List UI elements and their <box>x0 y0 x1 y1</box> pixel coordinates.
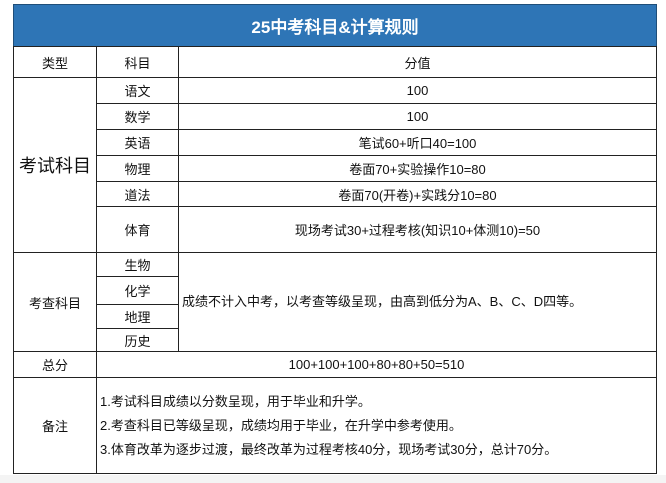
total-label: 总分 <box>13 351 97 378</box>
header-type: 类型 <box>13 46 97 78</box>
table-title: 25中考科目&计算规则 <box>13 4 657 47</box>
exam-type-cell: 考试科目 <box>13 77 97 253</box>
notes-label: 备注 <box>13 377 97 474</box>
exam-score: 卷面70+实验操作10=80 <box>178 155 657 182</box>
exam-score: 笔试60+听口40=100 <box>178 129 657 156</box>
header-subject: 科目 <box>96 46 179 78</box>
notes-cell: 1.考试科目成绩以分数呈现，用于毕业和升学。 2.考查科目已等级呈现，成绩均用于… <box>96 377 657 474</box>
exam-subject: 体育 <box>96 206 179 253</box>
check-subject: 历史 <box>96 328 179 352</box>
check-subject: 地理 <box>96 304 179 329</box>
exam-subject: 道法 <box>96 181 179 207</box>
exam-subject: 物理 <box>96 155 179 182</box>
note-item: 3.体育改革为逐步过渡，最终改革为过程考核40分，现场考试30分，总计70分。 <box>100 441 558 457</box>
exam-subject: 语文 <box>96 77 179 104</box>
header-score: 分值 <box>178 46 657 78</box>
exam-subject: 数学 <box>96 103 179 130</box>
check-score-text: 成绩不计入中考，以考查等级呈现，由高到低分为A、B、C、D四等。 <box>182 294 583 309</box>
exam-subject: 英语 <box>96 129 179 156</box>
check-type-cell: 考查科目 <box>13 252 97 352</box>
note-item: 1.考试科目成绩以分数呈现，用于毕业和升学。 <box>100 393 371 409</box>
check-subject: 化学 <box>96 276 179 305</box>
check-score-cell: 成绩不计入中考，以考查等级呈现，由高到低分为A、B、C、D四等。 <box>178 252 657 352</box>
note-item: 2.考查科目已等级呈现，成绩均用于毕业，在升学中参考使用。 <box>100 417 462 433</box>
exam-score: 卷面70(开卷)+实践分10=80 <box>178 181 657 207</box>
exam-score: 现场考试30+过程考核(知识10+体测10)=50 <box>178 206 657 253</box>
check-subject: 生物 <box>96 252 179 277</box>
exam-score: 100 <box>178 77 657 104</box>
exam-score: 100 <box>178 103 657 130</box>
total-value: 100+100+100+80+80+50=510 <box>96 351 657 378</box>
